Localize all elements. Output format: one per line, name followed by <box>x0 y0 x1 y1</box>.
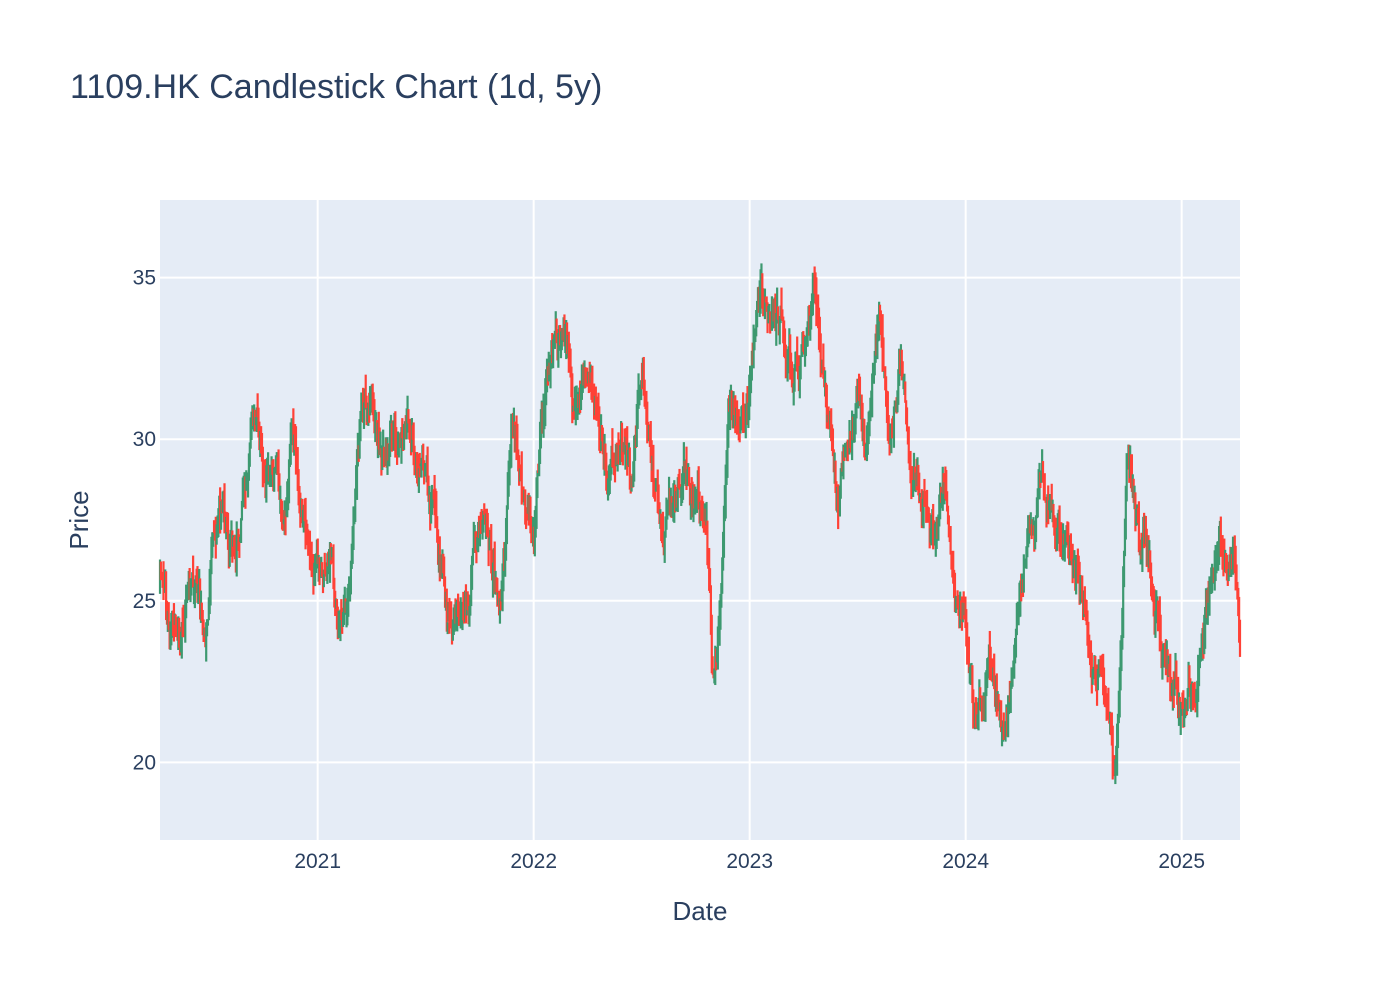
x-tick-label: 2024 <box>942 850 989 873</box>
chart-title: 1109.HK Candlestick Chart (1d, 5y) <box>70 68 603 106</box>
x-axis-title: Date <box>673 896 728 926</box>
x-tick-label: 2023 <box>726 850 773 873</box>
y-tick-label: 25 <box>133 590 156 613</box>
y-tick-label: 20 <box>133 751 156 774</box>
x-tick-label: 2025 <box>1158 850 1205 873</box>
gridlines <box>160 200 1240 840</box>
y-axis-title: Price <box>64 490 94 549</box>
x-tick-label: 2022 <box>510 850 557 873</box>
candles <box>158 263 1242 785</box>
x-tick-label: 2021 <box>294 850 341 873</box>
y-tick-label: 30 <box>133 428 156 451</box>
y-tick-label: 35 <box>133 267 156 290</box>
